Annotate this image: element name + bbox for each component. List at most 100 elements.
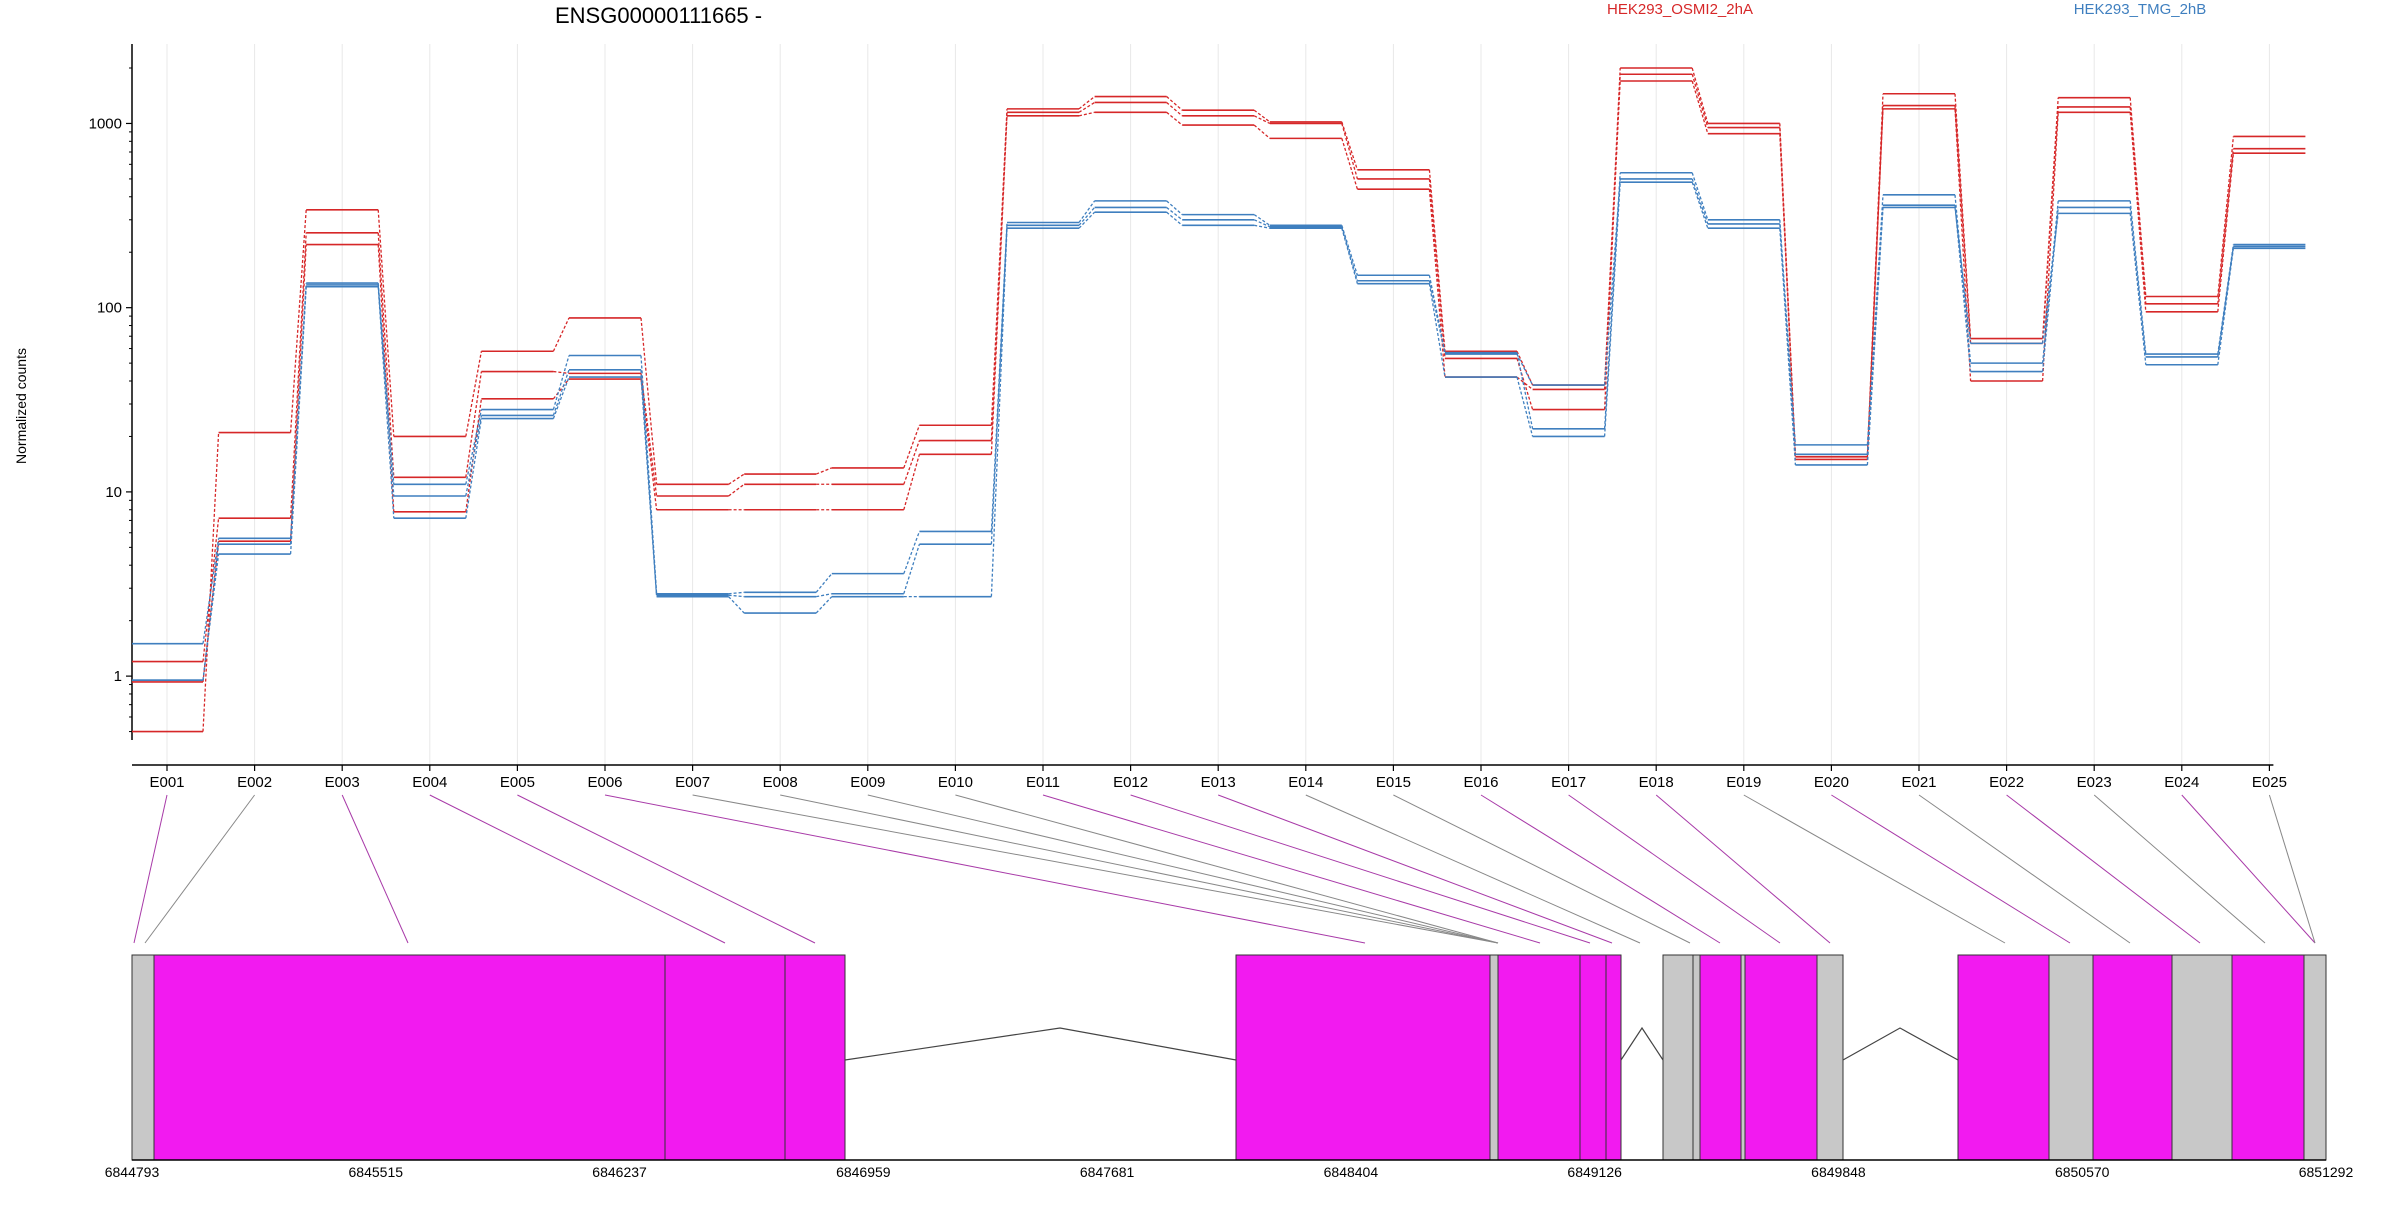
data-connector — [1078, 207, 1096, 226]
exon-block — [1605, 954, 1622, 1161]
data-connector — [465, 415, 483, 497]
coordinate-tick-label: 6846959 — [836, 1164, 891, 1180]
coordinate-tick-label: 6847681 — [1080, 1164, 1135, 1180]
exon-block — [2303, 954, 2327, 1161]
exon-connector — [341, 794, 409, 944]
data-connector — [815, 467, 833, 475]
data-connector — [1166, 200, 1183, 216]
data-connector — [289, 283, 307, 539]
data-connector — [553, 370, 570, 375]
series-5 — [132, 181, 2306, 682]
exon-connector — [1568, 794, 1781, 944]
legend-entry-tmg: HEK293_TMG_2hB — [2074, 1, 2207, 18]
data-connector — [1866, 207, 1884, 466]
data-connector — [2041, 213, 2059, 344]
exon-connector — [692, 794, 1499, 944]
data-connector — [1691, 181, 1709, 229]
data-connector — [2041, 106, 2059, 344]
data-connector — [1691, 80, 1709, 134]
data-connector — [1166, 96, 1183, 111]
x-tick-label: E018 — [1639, 774, 1674, 791]
data-connector — [640, 377, 658, 597]
coordinate-tick-label: 6849126 — [1567, 1164, 1622, 1180]
data-connector — [1866, 108, 1884, 460]
data-connector — [903, 544, 921, 594]
data-connector — [377, 209, 395, 437]
exon-block — [1744, 954, 1818, 1161]
data-connector — [1603, 182, 1621, 437]
data-connector — [1254, 224, 1270, 229]
exon-block — [1662, 954, 1694, 1161]
data-connector — [289, 232, 307, 519]
coordinate-tick-label: 6844793 — [105, 1164, 160, 1180]
data-connector — [816, 593, 832, 598]
data-connector — [728, 596, 745, 614]
data-connector — [2217, 248, 2235, 365]
x-tick-label: E003 — [325, 774, 360, 791]
exon-connector — [1042, 794, 1541, 944]
y-tick-label: 1000 — [89, 115, 122, 132]
data-connector — [552, 355, 570, 410]
intron-line — [844, 1027, 1237, 1061]
data-connector — [728, 591, 745, 595]
exon-block — [664, 954, 786, 1161]
data-connector — [1779, 219, 1797, 445]
data-connector — [1166, 211, 1183, 226]
exon-block — [784, 954, 846, 1161]
data-connector — [1779, 127, 1797, 457]
data-connector — [1779, 228, 1797, 466]
data-connector — [640, 317, 658, 485]
x-tick-label: E022 — [1989, 774, 2024, 791]
y-tick-label: 1 — [114, 668, 122, 685]
data-connector — [289, 244, 307, 542]
x-tick-label: E023 — [2077, 774, 2112, 791]
exon-block — [1235, 954, 1491, 1161]
data-connector — [202, 541, 220, 682]
data-connector — [465, 418, 483, 519]
plot-area: 1 10 100 1000 E001 E002 E003 E004 E005 E006 E007 E0… — [89, 44, 2306, 791]
data-connector — [1253, 124, 1271, 139]
data-connector — [1516, 353, 1534, 386]
exon-connector — [133, 794, 168, 944]
legend-entry-osmi2: HEK293_OSMI2_2hA — [1607, 1, 1753, 18]
data-connector — [377, 284, 395, 497]
exon-block — [2231, 954, 2305, 1161]
data-connector — [1078, 101, 1095, 113]
data-connector — [1341, 138, 1359, 190]
exon-block — [1957, 954, 2050, 1161]
coordinate-tick-label: 6846237 — [592, 1164, 647, 1180]
data-connector — [552, 317, 570, 352]
data-connector — [990, 225, 1008, 545]
data-connector — [552, 378, 570, 400]
exon-block — [1489, 954, 1499, 1161]
x-tick-label: E005 — [500, 774, 535, 791]
exon-connector — [780, 794, 1499, 944]
data-connector — [1428, 169, 1446, 352]
data-connector — [1166, 206, 1183, 221]
exon-block — [153, 954, 666, 1161]
data-connector — [1253, 115, 1271, 125]
data-connector — [202, 553, 220, 681]
data-connector — [377, 283, 395, 485]
data-connector — [815, 596, 833, 614]
data-connector — [1954, 194, 1972, 364]
exon-connector — [1480, 794, 1721, 944]
exon-connector — [1305, 794, 1641, 944]
data-connector — [728, 594, 745, 598]
exon-connector — [1218, 794, 1613, 944]
data-connector — [1428, 280, 1446, 355]
data-connector — [1516, 376, 1534, 390]
data-connector — [2217, 246, 2235, 358]
exon-block — [2048, 954, 2094, 1161]
exon-connector — [604, 794, 1366, 944]
exon-block — [1692, 954, 1701, 1161]
data-connector — [903, 425, 921, 469]
data-connector — [552, 369, 570, 416]
exon-block — [131, 954, 155, 1161]
x-tick-label: E011 — [1026, 774, 1060, 791]
coordinate-tick-label: 6849848 — [1811, 1164, 1866, 1180]
data-connector — [1603, 80, 1621, 390]
data-connector — [728, 483, 745, 497]
data-connector — [903, 440, 921, 485]
